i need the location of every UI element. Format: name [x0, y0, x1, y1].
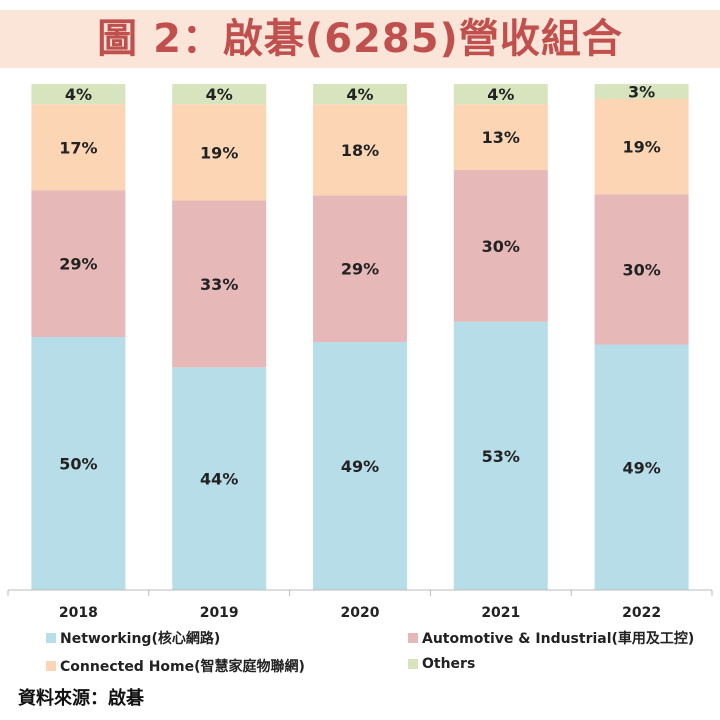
bar-segment — [313, 195, 407, 343]
chart-title: 圖 2：啟碁(6285)營收組合 — [97, 16, 623, 62]
bar-segment — [594, 99, 689, 195]
data-label: 19% — [200, 143, 238, 162]
data-label: 30% — [482, 237, 520, 256]
bar-segment — [453, 321, 548, 590]
data-label: 44% — [200, 470, 238, 489]
title-band — [0, 10, 720, 68]
legend-label: Networking(核心網路) — [60, 631, 221, 647]
x-tick-label: 2022 — [622, 605, 661, 621]
legend-label: Others — [422, 656, 476, 672]
legend-item-automotive: Automotive & Industrial(車用及工控) — [408, 628, 694, 648]
legend-swatch — [408, 633, 418, 643]
bar-segment — [172, 200, 267, 368]
legend-swatch — [408, 659, 418, 669]
bar-segment — [313, 104, 407, 196]
data-label: 49% — [341, 457, 379, 476]
x-tick-label: 2020 — [341, 605, 380, 621]
data-label: 13% — [482, 128, 520, 147]
bar-segment — [31, 190, 126, 337]
bar-segment — [313, 342, 407, 590]
data-label: 18% — [341, 141, 379, 160]
data-label: 4% — [487, 85, 514, 104]
bar-segment — [31, 104, 126, 191]
data-label: 53% — [482, 447, 520, 466]
bar-segment — [453, 170, 548, 322]
bar-segment — [453, 84, 548, 105]
bar-segment — [172, 84, 267, 105]
data-label: 33% — [200, 275, 238, 294]
bar-segment — [31, 84, 126, 105]
data-label: 19% — [622, 138, 660, 157]
legend-item-connected-home: Connected Home(智慧家庭物聯網) — [46, 656, 305, 676]
data-label: 4% — [65, 85, 92, 104]
bar-segment — [31, 337, 126, 590]
x-tick-label: 2018 — [59, 605, 98, 621]
data-label: 29% — [59, 255, 97, 274]
bar-segment — [313, 84, 407, 105]
legend-swatch — [46, 661, 56, 671]
data-label: 3% — [628, 83, 655, 102]
bar-segment — [172, 104, 267, 201]
data-label: 29% — [341, 260, 379, 279]
x-tick-label: 2019 — [200, 605, 239, 621]
bar-segment — [594, 344, 689, 590]
source-note: 資料來源：啟碁 — [18, 688, 144, 709]
legend-label: Automotive & Industrial(車用及工控) — [422, 631, 695, 647]
data-label: 17% — [59, 138, 97, 157]
legend-item-networking: Networking(核心網路) — [46, 628, 220, 648]
data-label: 49% — [622, 458, 660, 477]
bar-segment — [594, 194, 689, 345]
bar-segment — [594, 84, 689, 100]
data-label: 30% — [622, 260, 660, 279]
legend-item-others: Others — [408, 656, 475, 672]
data-label: 4% — [206, 85, 233, 104]
bar-segment — [172, 367, 267, 590]
legend-label: Connected Home(智慧家庭物聯網) — [60, 659, 305, 675]
x-tick-label: 2021 — [481, 605, 520, 621]
data-label: 4% — [346, 85, 373, 104]
data-label: 50% — [59, 455, 97, 474]
legend-swatch — [46, 633, 56, 643]
bar-segment — [453, 104, 548, 171]
